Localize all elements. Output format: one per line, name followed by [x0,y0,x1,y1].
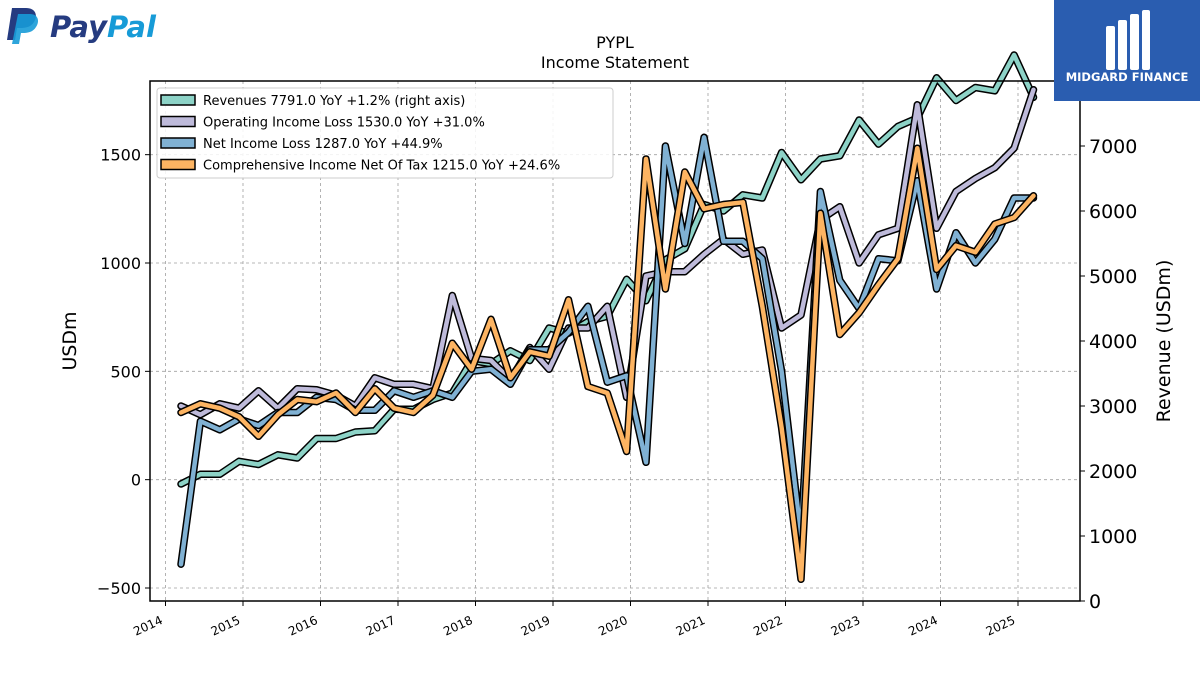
legend-swatch [160,94,196,106]
x-tick-label: 2024 [906,613,940,639]
legend-label: Comprehensive Income Net Of Tax 1215.0 Y… [203,159,560,174]
series-layer [177,51,1038,584]
legend-item: Operating Income Loss 1530.0 YoY +31.0% [160,115,485,131]
paypal-logo: PayPal [6,4,176,46]
x-tick-label: 2023 [829,613,863,639]
y-tick-label-right: 2000 [1089,461,1137,483]
series-3 [177,144,1038,584]
x-tick-label: 2015 [209,613,243,639]
series-1 [177,85,1038,419]
legend-swatch [160,158,196,171]
midgard-emblem-icon: MIDGARD FINANCE [1066,10,1189,84]
y-tick-label-left: −500 [97,579,141,598]
x-tick-label: 2017 [364,613,398,639]
x-tick-label: 2020 [596,613,630,639]
series-line [178,87,1036,417]
legend-item: Revenues 7791.0 YoY +1.2% (right axis) [160,94,465,109]
y-axis-label-left: USDm [59,311,81,370]
y-tick-label-left: 1500 [100,146,141,165]
x-tick-label: 2019 [519,613,553,639]
legend-swatch [160,115,196,128]
midgard-finance-logo: MIDGARD FINANCE [1054,0,1200,101]
y-tick-label-right: 5000 [1089,266,1137,288]
x-tick-label: 2025 [984,613,1018,639]
y-axis-label-right: Revenue (USDm) [1153,260,1175,423]
legend-label: Operating Income Loss 1530.0 YoY +31.0% [203,116,485,131]
y-tick-label-right: 4000 [1089,331,1137,353]
legend-item: Net Income Loss 1287.0 YoY +44.9% [160,137,443,152]
y-tick-label-right: 7000 [1089,136,1137,158]
legend: Revenues 7791.0 YoY +1.2% (right axis) Op… [156,87,614,179]
svg-text:PayPal: PayPal [50,10,157,44]
y-tick-label-right: 3000 [1089,396,1137,418]
series-line [178,145,1036,582]
x-tick-label: 2018 [441,613,475,639]
svg-text:MIDGARD FINANCE: MIDGARD FINANCE [1066,70,1189,84]
legend-label: Revenues 7791.0 YoY +1.2% (right axis) [203,94,465,109]
legend-box [156,87,614,179]
legend-label: Net Income Loss 1287.0 YoY +44.9% [203,137,443,152]
legend-item: Comprehensive Income Net Of Tax 1215.0 Y… [160,158,560,174]
x-tick-label: 2016 [286,613,320,639]
x-tick-label: 2022 [751,613,785,639]
chart-subtitle: Income Statement [541,53,689,72]
paypal-logo-icon: PayPal [7,8,157,44]
y-tick-label-right: 0 [1089,591,1101,613]
y-tick-label-left: 500 [110,362,141,381]
y-tick-label-left: 1000 [100,254,141,273]
x-tick-label: 2021 [674,613,708,639]
x-tick-label: 2014 [131,613,165,639]
chart-title: PYPL [596,33,634,52]
y-tick-label-right: 6000 [1089,201,1137,223]
y-tick-label-left: 0 [131,471,141,490]
legend-swatch [160,137,196,149]
y-tick-label-right: 1000 [1089,526,1137,548]
